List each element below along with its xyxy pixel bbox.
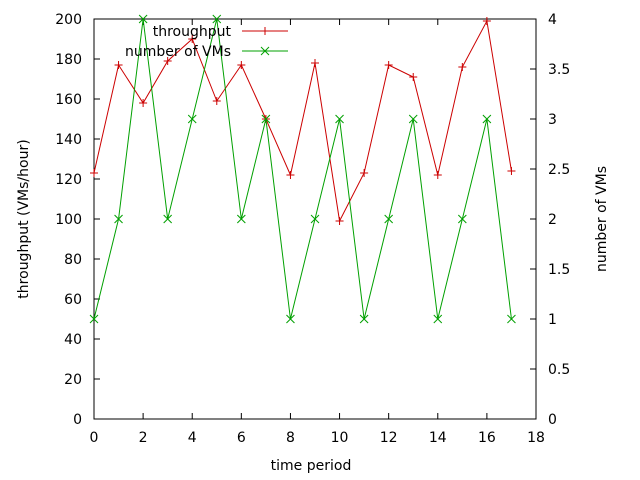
data-point-number-of-vms [138,14,148,24]
y-tick-label: 120 [55,172,82,188]
y2-tick-label: 4 [548,12,557,28]
series-line-number-of-vms [93,18,512,320]
legend: throughput number of VMs [125,24,288,60]
y-tick-label: 180 [55,52,82,68]
y-tick-label: 0 [73,412,82,428]
data-point-throughput [163,57,172,65]
data-point-number-of-vms [335,114,344,124]
x-tick-label: 6 [237,430,246,446]
series-number-of-vms [89,14,516,324]
data-point-throughput [507,167,516,175]
y2-tick-label: 1.5 [548,262,570,278]
marker-stroke-d2 [482,114,492,124]
y-tick-label: 60 [64,292,82,308]
x-tick-label: 4 [188,430,197,446]
series-line-throughput [93,19,512,223]
marker-stroke-d2 [138,14,148,24]
data-point-number-of-vms [286,314,295,324]
data-point-number-of-vms [359,314,369,324]
legend-marker-number-of-vms [260,46,270,56]
marker-stroke-d2 [507,314,516,324]
y-tick-label: 80 [64,252,82,268]
marker-stroke-d2 [310,214,320,224]
data-point-throughput [139,99,148,107]
marker-stroke-d2 [433,314,443,324]
data-point-number-of-vms [187,114,197,124]
data-point-number-of-vms [163,214,173,224]
marker-stroke-d2 [384,214,394,224]
data-point-throughput [384,61,393,69]
y-tick-label: 200 [55,12,82,28]
data-point-number-of-vms [89,314,99,324]
marker-stroke-d2 [212,14,222,24]
y-tick-label: 40 [64,332,82,348]
y2-tick-label: 2 [548,212,557,228]
data-point-throughput [237,61,246,69]
marker-stroke-d2 [359,314,369,324]
data-point-number-of-vms [507,314,516,324]
y-tick-label: 160 [55,92,82,108]
data-point-throughput [286,171,295,179]
marker-stroke-d2 [163,214,173,224]
x-tick-label: 12 [380,430,398,446]
data-point-throughput [360,169,369,177]
data-point-number-of-vms [384,214,394,224]
axis-ticks: 0 2 4 6 8 10 12 14 16 180204060801001201401601802… [55,12,570,446]
data-point-number-of-vms [310,214,320,224]
y-tick-label: 140 [55,132,82,148]
data-point-throughput [90,169,98,177]
x-tick-label: 2 [139,430,148,446]
y2-tick-label: 0 [548,412,557,428]
y2-axis-title: number of VMs [594,166,610,272]
x-tick-label: 8 [286,430,295,446]
data-point-number-of-vms [482,114,492,124]
y2-tick-label: 3.5 [548,62,570,78]
data-point-throughput [188,35,197,43]
y2-tick-label: 2.5 [548,162,570,178]
x-axis-title: time period [271,458,352,474]
data-point-number-of-vms [114,214,123,224]
data-point-number-of-vms [433,314,443,324]
marker-stroke-d2 [89,314,99,324]
data-point-number-of-vms [212,14,222,24]
legend-label-throughput: throughput [153,24,232,40]
data-point-throughput [114,61,123,69]
data-point-throughput [458,63,467,71]
x-tick-label: 0 [90,430,99,446]
legend-marker-throughput [261,27,269,35]
marker-stroke-d2 [261,114,271,124]
marker-stroke-d2 [286,314,295,324]
data-point-throughput [409,73,418,81]
data-point-throughput [311,59,319,67]
x-tick-label: 18 [527,430,545,446]
data-point-throughput [482,17,491,25]
y-axis-title: throughput (VMs/hour) [16,139,32,298]
legend-label-number-of-vms: number of VMs [125,44,231,60]
data-point-throughput [335,217,344,225]
data-point-number-of-vms [408,114,418,124]
series-throughput [90,17,516,225]
marker-stroke-d2 [114,214,123,224]
x-tick-label: 10 [331,430,349,446]
y2-tick-label: 0.5 [548,362,570,378]
y2-tick-label: 1 [548,312,557,328]
data-point-throughput [212,97,221,105]
marker-stroke-d2 [187,114,197,124]
marker-stroke-d2 [408,114,418,124]
x-tick-label: 14 [429,430,447,446]
data-point-number-of-vms [261,114,271,124]
marker-stroke-d2 [236,214,246,224]
y2-tick-label: 3 [548,112,557,128]
y-tick-label: 100 [55,212,82,228]
y-tick-label: 20 [64,372,82,388]
data-point-number-of-vms [236,214,246,224]
data-series [89,14,516,324]
marker-stroke-d2 [457,214,467,224]
marker-stroke-d2 [335,114,344,124]
marker-stroke-d2 [260,46,270,56]
x-tick-label: 16 [478,430,496,446]
data-point-throughput [433,171,442,179]
data-point-number-of-vms [457,214,467,224]
